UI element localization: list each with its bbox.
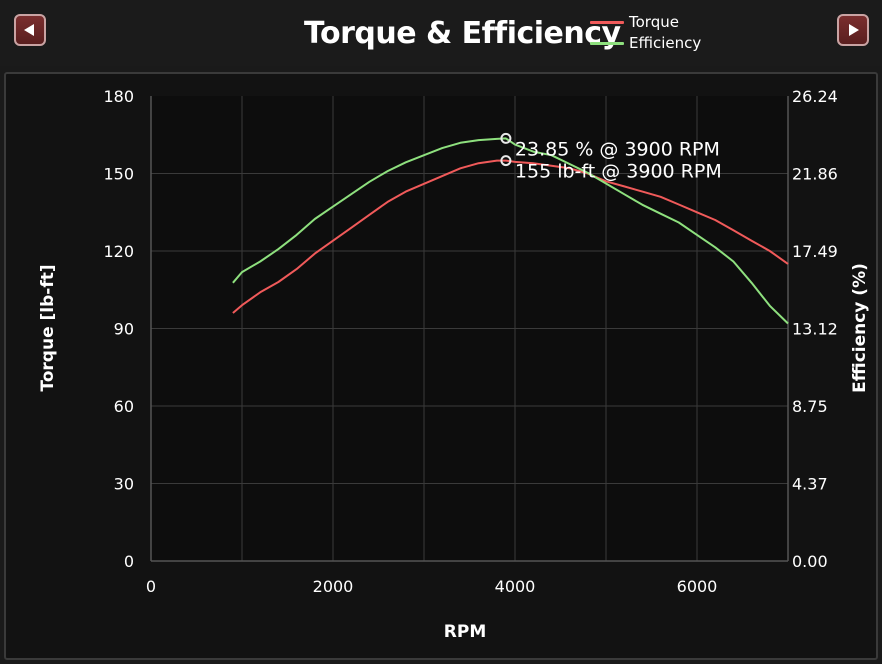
y-tick-label-right: 21.86 <box>792 165 838 184</box>
y-tick-label-left: 0 <box>124 552 134 571</box>
x-tick-label: 6000 <box>677 577 718 596</box>
legend-label-torque: Torque <box>629 13 679 31</box>
annotation-label-efficiency: 23.85 % @ 3900 RPM <box>515 138 720 160</box>
y-axis-title-left: Torque [lb-ft] <box>38 264 58 391</box>
legend-item-efficiency: Efficiency <box>590 33 701 54</box>
next-chart-button[interactable] <box>837 14 869 46</box>
y-tick-label-left: 120 <box>103 242 134 261</box>
torque-efficiency-chart: 0 2000 4000 6000 0 30 60 90 120 150 180 0.00 4.37 8.7… <box>38 87 870 642</box>
series-lines <box>232 137 789 325</box>
x-tick-label: 0 <box>146 577 156 596</box>
y-tick-label-left: 60 <box>114 397 134 416</box>
chart-legend: Torque Efficiency <box>590 12 701 54</box>
legend-label-efficiency: Efficiency <box>629 34 702 52</box>
series-line-efficiency <box>232 137 789 325</box>
y-tick-label-right: 0.00 <box>792 552 828 571</box>
grid-lines <box>151 96 788 561</box>
legend-item-torque: Torque <box>590 12 701 33</box>
y-tick-label-right: 8.75 <box>792 397 828 416</box>
y-tick-label-left: 30 <box>114 475 134 494</box>
chart-panel: 0 2000 4000 6000 0 30 60 90 120 150 180 0.00 4.37 8.7… <box>4 72 878 660</box>
y-tick-label-right: 26.24 <box>792 87 838 106</box>
series-line-torque <box>232 159 789 314</box>
axes <box>150 96 789 562</box>
y-tick-label-right: 13.12 <box>792 320 838 339</box>
y-tick-label-right: 4.37 <box>792 475 828 494</box>
right-triangle-icon <box>849 24 859 36</box>
tick-labels: 0 2000 4000 6000 0 30 60 90 120 150 180 0.00 4.37 8.7… <box>103 87 837 596</box>
y-tick-label-left: 180 <box>103 87 134 106</box>
previous-chart-button[interactable] <box>14 14 46 46</box>
page-title: Torque & Efficiency <box>304 16 621 51</box>
header-bar: Torque & Efficiency Torque Efficiency <box>0 0 882 66</box>
annotation-marker-efficiency <box>500 132 512 144</box>
y-axis-title-right: Efficiency (%) <box>850 263 870 393</box>
y-tick-label-left: 150 <box>103 165 134 184</box>
x-tick-label: 4000 <box>495 577 536 596</box>
x-tick-label: 2000 <box>313 577 354 596</box>
annotation-label-torque: 155 lb-ft @ 3900 RPM <box>515 161 722 183</box>
y-tick-label-left: 90 <box>114 320 134 339</box>
x-axis-title: RPM <box>444 622 486 642</box>
legend-swatch-torque <box>590 21 624 24</box>
y-tick-label-right: 17.49 <box>792 242 838 261</box>
legend-swatch-efficiency <box>590 42 624 45</box>
left-triangle-icon <box>24 24 34 36</box>
annotation-marker-torque <box>500 155 512 167</box>
